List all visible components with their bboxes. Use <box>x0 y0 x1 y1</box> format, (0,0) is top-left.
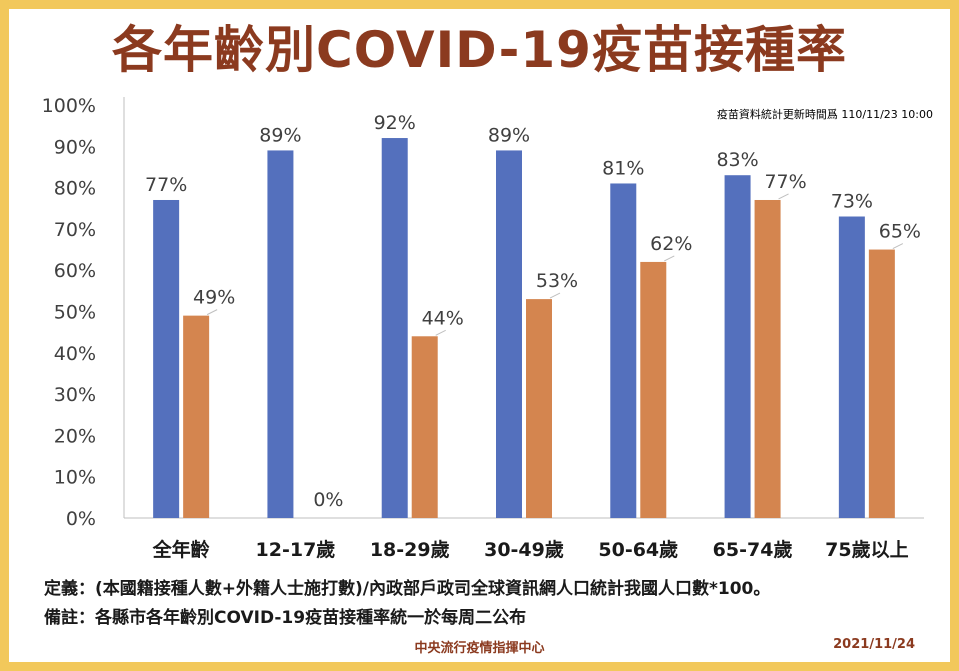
chart-title: 各年齡別COVID-19疫苗接種率 <box>112 21 847 79</box>
bar-series2 <box>411 336 438 518</box>
y-tick-label: 30% <box>54 384 96 406</box>
x-category-label: 全年齡 <box>152 538 210 561</box>
x-category-label: 18-29歲 <box>370 538 450 561</box>
y-tick-label: 0% <box>66 508 96 530</box>
data-label: 73% <box>831 191 873 213</box>
bar-series1 <box>496 150 522 518</box>
bar-series2 <box>868 249 895 519</box>
y-tick-label: 50% <box>54 302 96 324</box>
data-label: 89% <box>488 124 530 146</box>
data-label: 49% <box>193 287 235 309</box>
x-category-label: 12-17歲 <box>256 538 336 561</box>
bar-series1 <box>153 199 180 519</box>
data-label: 77% <box>145 174 187 196</box>
remark-note: 備註：各縣市各年齡別COVID-19疫苗接種率統一於每周二公布 <box>44 608 527 628</box>
x-category-label: 30-49歲 <box>484 538 564 561</box>
data-label: 81% <box>602 157 644 179</box>
definition-note: 定義：(本國籍接種人數+外籍人士施打數)/內政部戶政司全球資訊網人口統計我國人口… <box>44 579 771 599</box>
data-label: 44% <box>422 307 464 329</box>
leader-line <box>206 309 218 316</box>
data-label: 92% <box>374 112 416 134</box>
update-note: 疫苗資料統計更新時間爲 110/11/23 10:00 <box>716 108 933 121</box>
y-tick-label: 10% <box>54 467 96 489</box>
bar-series2 <box>526 299 552 518</box>
publish-date: 2021/11/24 <box>833 637 915 652</box>
x-category-label: 75歲以上 <box>825 538 908 561</box>
y-tick-label: 60% <box>54 260 96 282</box>
bar-series1 <box>610 183 637 518</box>
bar-series1 <box>838 216 865 518</box>
bar-series1 <box>267 150 294 518</box>
data-label: 62% <box>650 233 692 255</box>
leader-line <box>549 292 561 299</box>
leader-line <box>435 329 446 336</box>
data-label: 89% <box>259 124 301 146</box>
organization-name: 中央流行疫情指揮中心 <box>414 641 545 656</box>
leader-line <box>664 255 675 262</box>
data-label: 83% <box>716 149 758 171</box>
data-label: 65% <box>879 221 921 243</box>
y-tick-label: 90% <box>54 136 96 158</box>
bar-series2 <box>640 261 667 518</box>
x-category-label: 50-64歲 <box>598 538 678 561</box>
data-label: 0% <box>313 489 343 511</box>
bar-series2 <box>183 315 210 518</box>
y-tick-label: 80% <box>54 178 96 200</box>
y-tick-label: 70% <box>54 219 96 241</box>
leader-line <box>892 243 904 249</box>
y-tick-label: 100% <box>42 95 96 117</box>
data-label: 77% <box>764 171 806 193</box>
leader-line <box>778 193 789 200</box>
y-tick-label: 40% <box>54 343 96 365</box>
data-label: 53% <box>536 270 578 292</box>
bar-series1 <box>381 138 408 519</box>
y-tick-label: 20% <box>54 425 96 447</box>
bar-series2 <box>754 199 781 519</box>
x-category-label: 65-74歲 <box>713 538 793 561</box>
bar-series1 <box>724 175 751 518</box>
